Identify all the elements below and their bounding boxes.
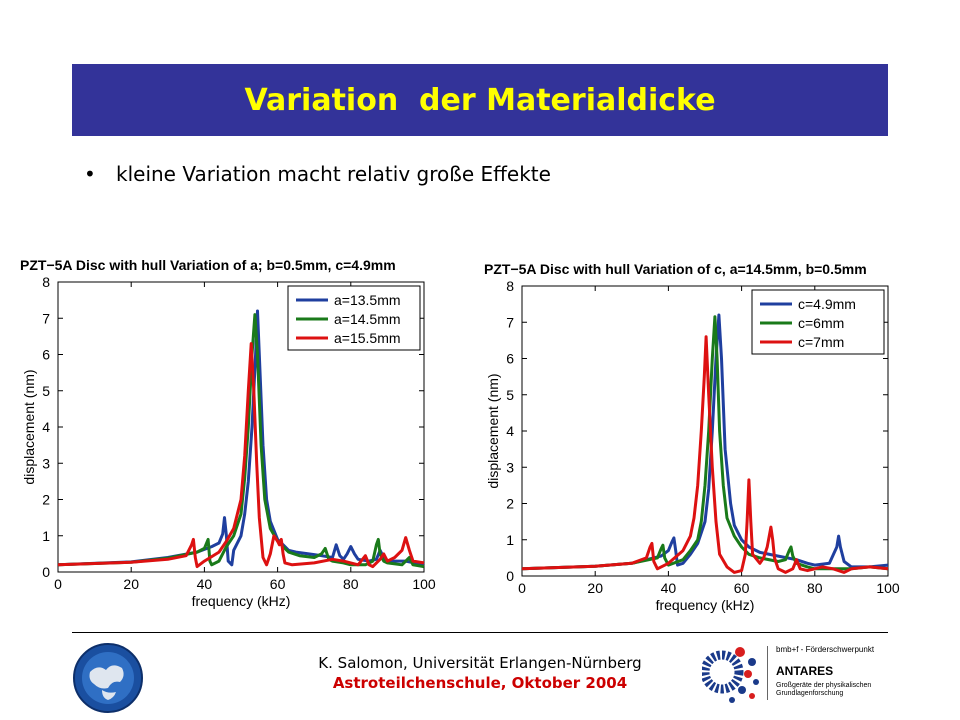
- legend-label: a=15.5mm: [334, 330, 401, 346]
- legend-label: c=6mm: [798, 315, 844, 331]
- x-tick-label: 0: [518, 580, 526, 596]
- y-tick-label: 8: [42, 274, 50, 290]
- y-tick-label: 5: [42, 383, 50, 399]
- antares-sub-label: Großgeräte der physikalischen Grundlagen…: [776, 682, 872, 697]
- x-tick-label: 60: [734, 580, 750, 596]
- x-tick-label: 20: [123, 576, 139, 592]
- x-tick-label: 0: [54, 576, 62, 592]
- legend-label: a=13.5mm: [334, 292, 401, 308]
- series-line: [57, 342, 425, 569]
- y-tick-label: 8: [506, 278, 514, 294]
- x-tick-label: 40: [197, 576, 213, 592]
- title-bar: Variation der Materialdicke: [72, 64, 888, 136]
- y-tick-label: 4: [42, 419, 50, 435]
- y-axis-label: displacement (nm): [485, 373, 501, 488]
- y-tick-label: 3: [42, 455, 50, 471]
- footer-divider: [72, 632, 888, 633]
- x-axis-label: frequency (kHz): [656, 597, 755, 613]
- logo-separator: [767, 646, 768, 700]
- y-tick-label: 7: [506, 314, 514, 330]
- chart-title: PZT−5A Disc with hull Variation of c, a=…: [484, 261, 867, 277]
- x-tick-label: 100: [876, 580, 900, 596]
- y-tick-label: 5: [506, 387, 514, 403]
- footer-event: Astroteilchenschule, Oktober 2004: [332, 674, 628, 692]
- chart-left: PZT−5A Disc with hull Variation of a; b=…: [20, 257, 436, 609]
- antares-globe-logo: [73, 643, 143, 713]
- bullet-dot-icon: •: [84, 162, 96, 186]
- chart-right: PZT−5A Disc with hull Variation of c, a=…: [484, 261, 900, 613]
- y-tick-label: 0: [42, 564, 50, 580]
- series-line: [521, 335, 889, 574]
- x-tick-label: 80: [807, 580, 823, 596]
- y-tick-label: 6: [506, 351, 514, 367]
- y-tick-label: 1: [42, 528, 50, 544]
- y-tick-label: 2: [506, 496, 514, 512]
- chart-title: PZT−5A Disc with hull Variation of a; b=…: [20, 257, 396, 273]
- footer-author: K. Salomon, Universität Erlangen-Nürnber…: [318, 654, 642, 672]
- series-line: [521, 313, 889, 571]
- slide-title: Variation der Materialdicke: [244, 82, 716, 118]
- y-tick-label: 6: [42, 347, 50, 363]
- y-tick-label: 3: [506, 459, 514, 475]
- y-axis-label: displacement (nm): [21, 369, 37, 484]
- bullet-item: • kleine Variation macht relativ große E…: [84, 160, 551, 188]
- y-tick-label: 1: [506, 532, 514, 548]
- y-tick-label: 0: [506, 568, 514, 584]
- y-tick-label: 7: [42, 310, 50, 326]
- x-tick-label: 60: [270, 576, 286, 592]
- x-tick-label: 80: [343, 576, 359, 592]
- x-tick-label: 40: [661, 580, 677, 596]
- antares-partner-logo: [702, 647, 759, 703]
- antares-label: ANTARES: [776, 664, 834, 678]
- x-tick-label: 20: [587, 580, 603, 596]
- legend-label: c=4.9mm: [798, 296, 856, 312]
- x-axis-label: frequency (kHz): [192, 593, 291, 609]
- x-tick-label: 100: [412, 576, 436, 592]
- bullet-text: kleine Variation macht relativ große Eff…: [116, 162, 551, 186]
- y-tick-label: 4: [506, 423, 514, 439]
- legend-label: c=7mm: [798, 334, 844, 350]
- y-tick-label: 2: [42, 492, 50, 508]
- bmbf-label: bmb+f - Förderschwerpunkt: [776, 645, 875, 654]
- legend-label: a=14.5mm: [334, 311, 401, 327]
